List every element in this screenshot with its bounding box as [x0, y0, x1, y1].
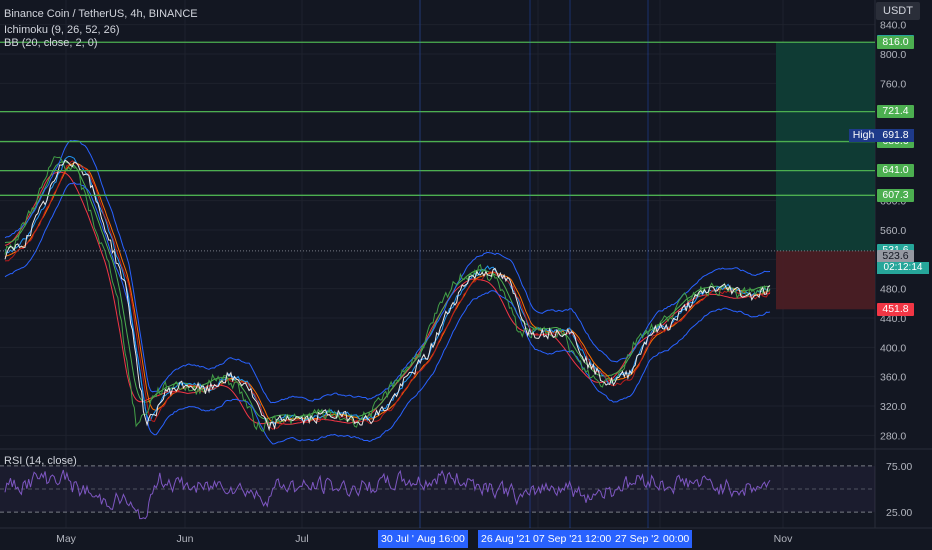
time-axis[interactable]: May Jun Jul Nov [56, 533, 793, 545]
price-tag: 607.3 [877, 188, 914, 202]
price-tag: 816.0 [877, 35, 914, 49]
rsi-lower-label: 25.00 [886, 507, 912, 519]
time-tick-label: Jul [295, 533, 308, 545]
price-tag: 721.4 [877, 105, 914, 119]
kijun-sen [4, 160, 771, 430]
rsi-legend[interactable]: RSI (14, close) [4, 455, 77, 467]
price-line [4, 159, 771, 432]
chikou-span [4, 156, 771, 432]
time-axis-chip: 00:00 [660, 530, 693, 548]
time-axis-chip: 26 Aug '21 [478, 530, 534, 548]
price-tick-label: 360.0 [880, 372, 906, 384]
time-axis-chip: 07 Sep '21 [530, 530, 586, 548]
candle-countdown: 02:12:14 [877, 262, 929, 274]
bb-legend[interactable]: BB (20, close, 2, 0) [4, 37, 98, 49]
rsi-line [4, 469, 771, 520]
time-axis-chip: 27 Sep '21 [612, 530, 668, 548]
price-tick-label: 280.0 [880, 430, 906, 442]
price-tick-label: 800.0 [880, 49, 906, 61]
time-tick-label: Nov [774, 533, 793, 545]
price-tick-label: 560.0 [880, 225, 906, 237]
rsi-upper-label: 75.00 [886, 461, 912, 473]
price-tick-label: 440.0 [880, 313, 906, 325]
price-tag: 523.6 [877, 250, 914, 264]
rsi-pane [0, 465, 875, 520]
price-tick-label: 320.0 [880, 401, 906, 413]
price-series [0, 159, 875, 432]
price-tick-label: 840.0 [880, 20, 906, 32]
currency-label: USDT [883, 5, 913, 17]
ichimoku-lines [4, 155, 771, 432]
high-label: High [849, 129, 878, 142]
price-tick-label: 480.0 [880, 284, 906, 296]
price-tick-label: 400.0 [880, 342, 906, 354]
horizontal-levels [0, 41, 875, 196]
bb-upper [4, 139, 771, 404]
vertical-markers [419, 0, 649, 528]
high-value: 691.8 [877, 129, 914, 142]
tenkan-sen [4, 155, 771, 425]
currency-selector[interactable]: USDT [876, 2, 920, 20]
price-tag: 451.8 [877, 302, 914, 316]
time-tick-label: Jun [177, 533, 194, 545]
position-zones [776, 41, 875, 310]
time-axis-chip: 12:00 [582, 530, 615, 548]
price-tick-label: 760.0 [880, 78, 906, 90]
symbol-title: Binance Coin / TetherUS, 4h, BINANCE [4, 8, 198, 20]
time-tick-label: May [56, 533, 77, 545]
take-profit-zone [776, 41, 875, 251]
price-tag: 641.0 [877, 164, 914, 178]
stop-loss-zone [776, 250, 875, 310]
ichimoku-legend[interactable]: Ichimoku (9, 26, 52, 26) [4, 24, 120, 36]
time-axis-chip: Aug 16:00 [414, 530, 468, 548]
